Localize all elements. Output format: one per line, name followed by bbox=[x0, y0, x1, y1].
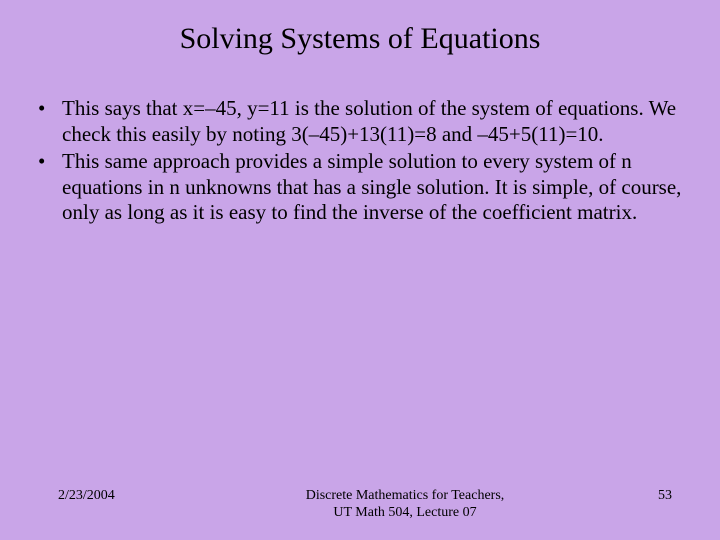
bullet-list: This says that x=–45, y=11 is the soluti… bbox=[30, 96, 690, 226]
footer-date: 2/23/2004 bbox=[58, 488, 198, 504]
footer-page-number: 53 bbox=[612, 488, 672, 504]
slide-footer: 2/23/2004 Discrete Mathematics for Teach… bbox=[0, 488, 720, 522]
slide: Solving Systems of Equations This says t… bbox=[0, 0, 720, 540]
slide-content: This says that x=–45, y=11 is the soluti… bbox=[0, 96, 720, 226]
slide-title: Solving Systems of Equations bbox=[0, 0, 720, 96]
footer-center-line2: UT Math 504, Lecture 07 bbox=[333, 505, 476, 520]
list-item: This says that x=–45, y=11 is the soluti… bbox=[30, 96, 690, 147]
list-item: This same approach provides a simple sol… bbox=[30, 149, 690, 226]
footer-center-line1: Discrete Mathematics for Teachers, bbox=[306, 488, 505, 503]
footer-center: Discrete Mathematics for Teachers, UT Ma… bbox=[198, 488, 612, 522]
